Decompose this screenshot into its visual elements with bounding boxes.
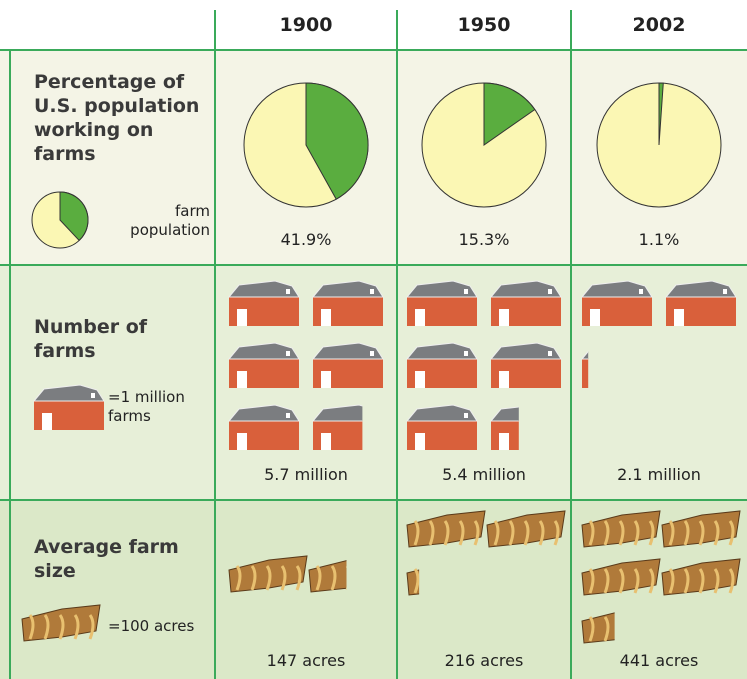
value-label: 5.7 million bbox=[221, 465, 391, 484]
barn-door bbox=[237, 371, 247, 388]
icon bbox=[582, 281, 652, 326]
value-label: 441 acres bbox=[574, 651, 744, 670]
value-label: 147 acres bbox=[221, 651, 391, 670]
barn-door bbox=[321, 309, 331, 326]
barn-door bbox=[321, 371, 331, 388]
infographic: 1900 1950 2002 Percentage of U.S. populatio… bbox=[0, 0, 747, 679]
column-header: 1900 bbox=[246, 14, 366, 36]
pie bbox=[597, 83, 721, 207]
column-header: 1950 bbox=[424, 14, 544, 36]
row-label: Average farm size bbox=[34, 535, 204, 583]
barn-window bbox=[639, 289, 643, 294]
barn-door bbox=[499, 309, 509, 326]
icon bbox=[229, 405, 299, 450]
barn-window bbox=[464, 413, 468, 418]
value-label: 5.4 million bbox=[399, 465, 569, 484]
barn-window bbox=[464, 289, 468, 294]
legend-text: =1 million farms bbox=[108, 388, 208, 426]
legend-pie bbox=[32, 192, 88, 248]
barn-door bbox=[674, 309, 684, 326]
barn-window bbox=[91, 393, 95, 398]
icon bbox=[491, 281, 561, 326]
icon bbox=[229, 281, 299, 326]
icon bbox=[407, 343, 477, 388]
barn-window bbox=[548, 289, 552, 294]
legend-text: =100 acres bbox=[108, 617, 208, 636]
row-label: Number of farms bbox=[34, 315, 204, 363]
legend-barn bbox=[34, 385, 104, 430]
barn-window bbox=[370, 351, 374, 356]
column-header: 2002 bbox=[599, 14, 719, 36]
icon bbox=[666, 281, 736, 326]
barn-window bbox=[286, 351, 290, 356]
barn-door bbox=[237, 433, 247, 450]
barn-door bbox=[590, 309, 600, 326]
value-label: 41.9% bbox=[221, 230, 391, 249]
barn-door bbox=[499, 433, 509, 450]
icon bbox=[313, 281, 383, 326]
barn-window bbox=[548, 351, 552, 356]
icon bbox=[407, 281, 477, 326]
barn-door bbox=[499, 371, 509, 388]
barn-window bbox=[370, 289, 374, 294]
legend-text: farm population bbox=[120, 202, 210, 240]
barn-window bbox=[464, 351, 468, 356]
icon bbox=[229, 343, 299, 388]
icon bbox=[491, 343, 561, 388]
icon bbox=[313, 343, 383, 388]
value-label: 2.1 million bbox=[574, 465, 744, 484]
barn-door bbox=[321, 433, 331, 450]
barn-door bbox=[237, 309, 247, 326]
value-label: 1.1% bbox=[574, 230, 744, 249]
pie bbox=[244, 83, 368, 207]
barn-door bbox=[415, 371, 425, 388]
barn-door bbox=[415, 433, 425, 450]
barn-window bbox=[286, 289, 290, 294]
barn-window bbox=[286, 413, 290, 418]
row-label: Percentage of U.S. population working on… bbox=[34, 70, 204, 166]
value-label: 216 acres bbox=[399, 651, 569, 670]
barn-door bbox=[415, 309, 425, 326]
barn-window bbox=[723, 289, 727, 294]
barn-door bbox=[42, 413, 52, 430]
value-label: 15.3% bbox=[399, 230, 569, 249]
icon bbox=[407, 405, 477, 450]
pie bbox=[422, 83, 546, 207]
